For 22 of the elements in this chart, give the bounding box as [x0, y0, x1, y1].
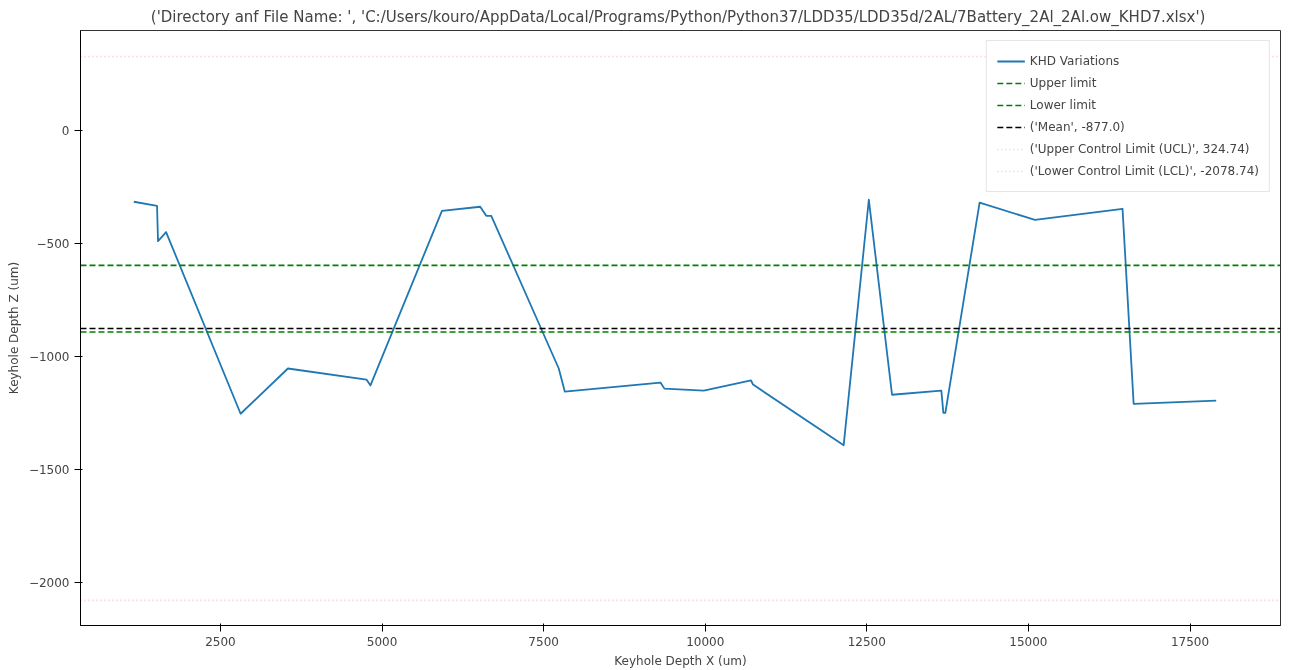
- y-tick-label: −500: [36, 236, 70, 251]
- y-tick-label: −1000: [28, 349, 70, 364]
- x-tick-label: 5000: [366, 634, 398, 649]
- legend-label: ('Lower Control Limit (LCL)', -2078.74): [1029, 164, 1259, 178]
- x-tick-label: 2500: [205, 634, 236, 649]
- line-series: [132, 198, 1218, 447]
- chart-title: ('Directory anf File Name: ', 'C:/Users/kouro/AppData/Local/Programs/Python/Python37/LDD35/LDD35d/2AL/7Battery_2Al_2Al.ow_KHD7.xlsx'): [150, 7, 1206, 27]
- y-axis-title: Keyhole Depth Z (um): [6, 261, 21, 395]
- legend-label: ('Upper Control Limit (UCL)', 324.74): [1029, 142, 1250, 156]
- y-tick-label: 0: [61, 123, 70, 138]
- x-tick-label: 15000: [1009, 634, 1048, 649]
- x-axis-title: Keyhole Depth X (um): [614, 653, 747, 668]
- x-tick-label: 12500: [847, 634, 886, 649]
- x-tick-label: 17500: [1170, 634, 1210, 649]
- legend-label: Lower limit: [1029, 98, 1096, 112]
- y-tick-label: −2000: [28, 576, 70, 591]
- x-tick-label: 7500: [528, 634, 559, 649]
- legend-label: KHD Variations: [1029, 54, 1120, 68]
- legend-label: ('Mean', -877.0): [1029, 120, 1125, 134]
- x-tick-label: 10000: [686, 634, 725, 649]
- y-tick-label: −1500: [28, 462, 70, 477]
- legend-label: Upper limit: [1029, 76, 1097, 90]
